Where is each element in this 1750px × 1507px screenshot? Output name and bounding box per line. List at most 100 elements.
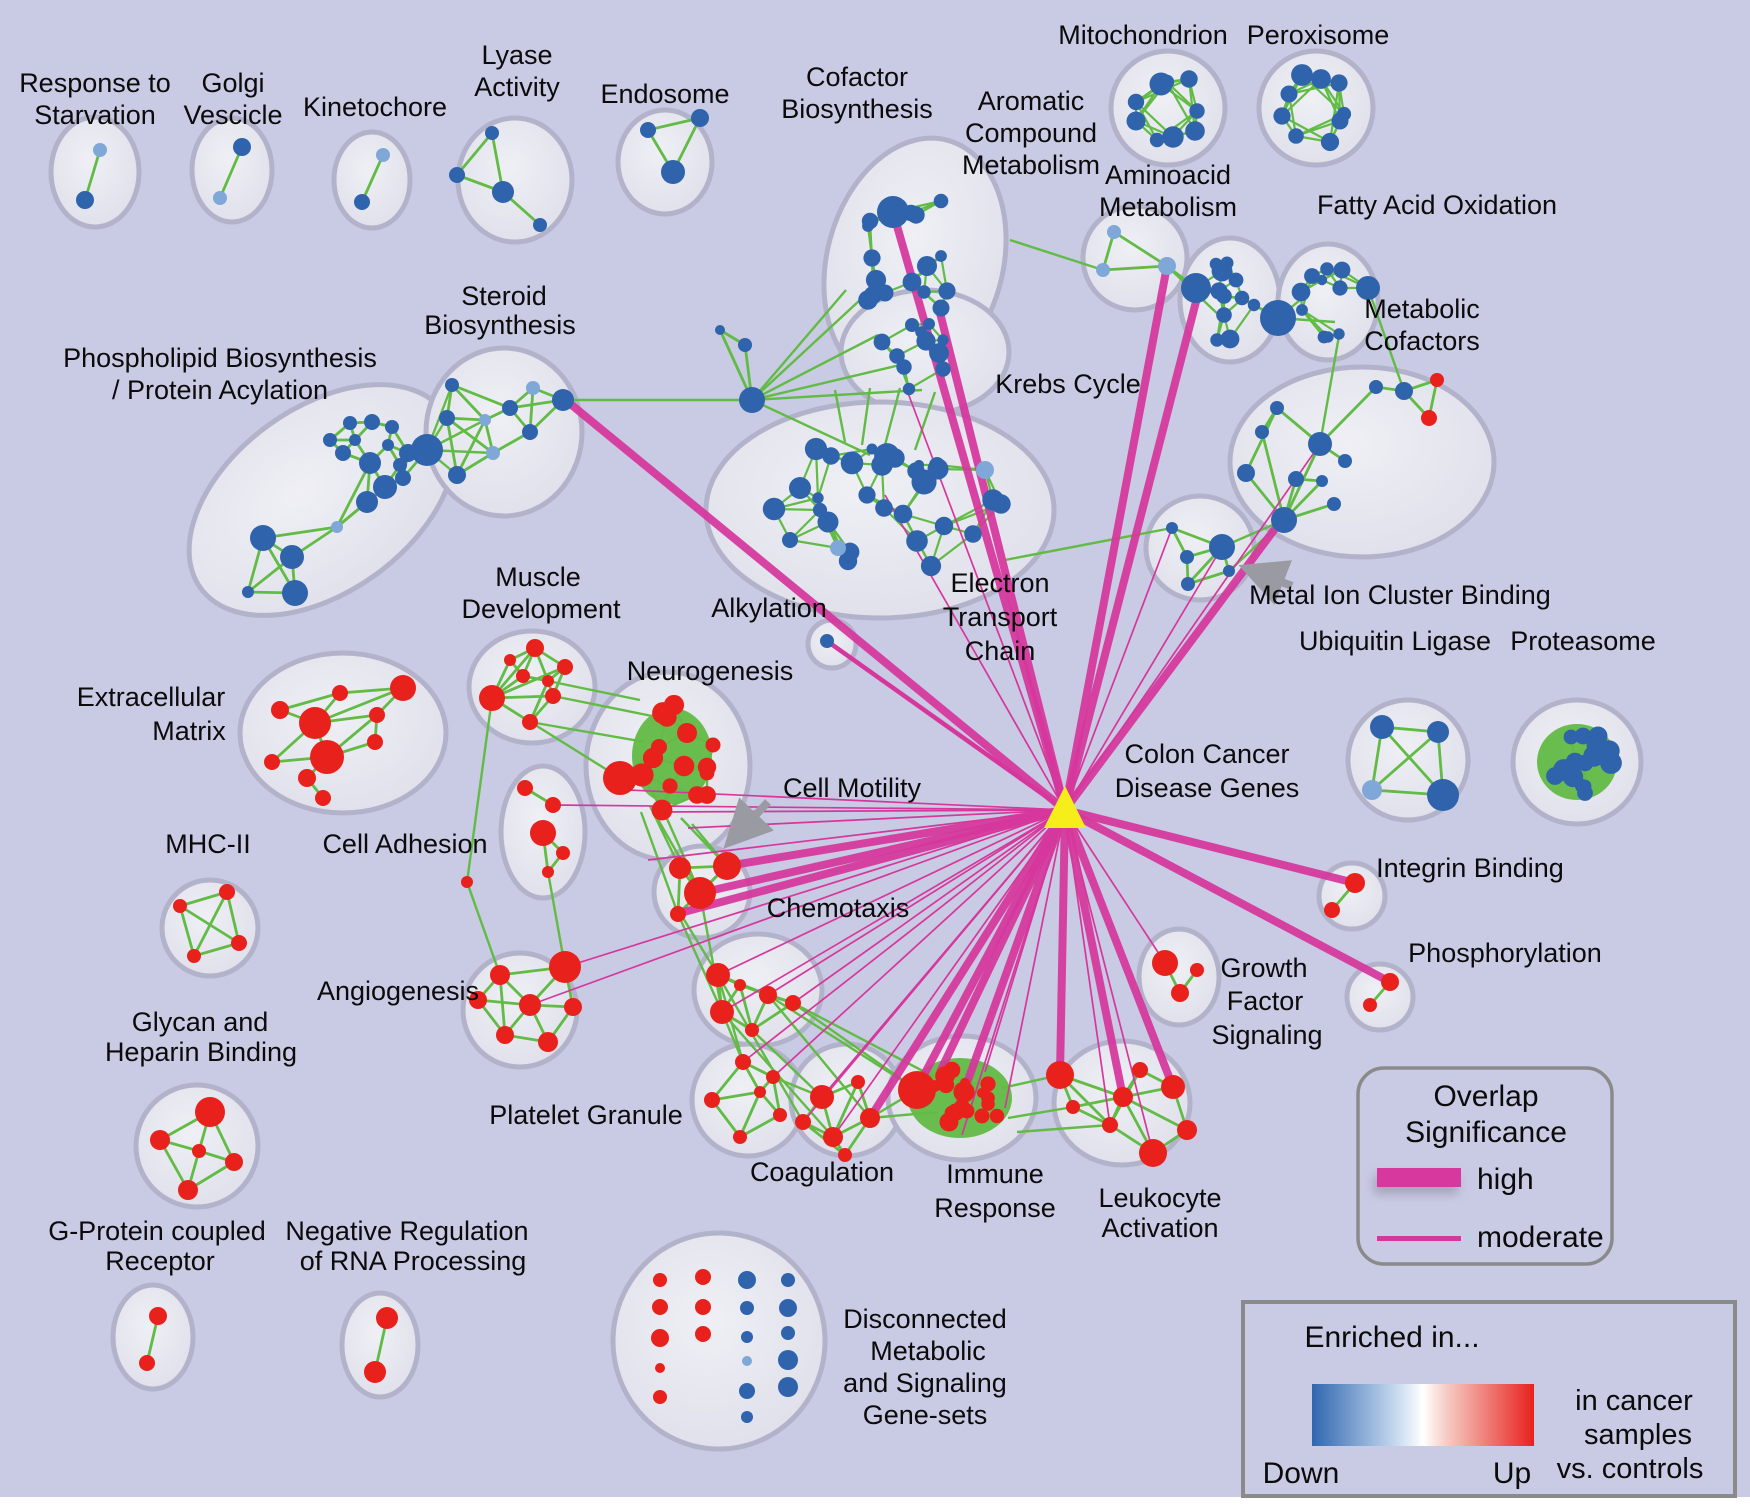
gene-set-node: [875, 499, 893, 517]
gene-set-node: [376, 148, 390, 162]
cluster-label: Integrin Binding: [1376, 853, 1564, 883]
cluster-label: Factor: [1227, 986, 1304, 1016]
enriched-legend-box: [1241, 1300, 1737, 1498]
gene-set-node: [1333, 261, 1351, 279]
gene-set-node: [944, 1105, 960, 1121]
overlap-edge-moderate: [792, 809, 1066, 1004]
gene-set-node: [684, 877, 716, 909]
gene-set-overlap-edge: [498, 974, 507, 1036]
gene-set-node: [1317, 330, 1331, 344]
gene-set-node: [479, 685, 505, 711]
inter-cluster-edge: [751, 289, 847, 401]
gene-set-node: [991, 494, 1011, 514]
gene-set-node: [937, 1076, 955, 1094]
gene-set-node: [662, 778, 678, 794]
gene-set-node: [1316, 475, 1328, 487]
cluster-growth-factor-signaling: [1136, 926, 1222, 1028]
gene-set-overlap-edge: [1122, 1095, 1188, 1132]
gene-set-node: [812, 492, 824, 504]
overlap-edge-moderate: [529, 809, 1066, 1006]
inter-cluster-edge: [465, 881, 502, 976]
cluster-label: Alkylation: [711, 593, 827, 623]
gene-set-node: [1210, 333, 1224, 347]
gene-set-node: [840, 451, 864, 475]
inter-cluster-edge: [529, 720, 646, 744]
cluster-label: Extracellular: [77, 682, 226, 712]
gene-set-node: [741, 1411, 753, 1423]
pointer-arrow-icon: [1238, 560, 1294, 605]
inter-cluster-edge: [792, 1001, 941, 1082]
gene-set-node: [1563, 729, 1579, 745]
gene-set-node: [935, 361, 951, 377]
cluster-label: Immune: [946, 1159, 1044, 1189]
gene-set-node: [1338, 454, 1352, 468]
overlap-edge-moderate: [717, 809, 1066, 976]
gene-set-overlap-edge: [789, 538, 839, 550]
gene-set-node: [139, 1355, 155, 1371]
inter-cluster-edge: [869, 1110, 939, 1120]
gene-set-node: [934, 516, 954, 536]
gene-set-node: [1185, 121, 1205, 141]
gene-set-node: [556, 846, 570, 860]
gene-set-overlap-edge: [491, 665, 566, 700]
gene-set-node: [1132, 1062, 1148, 1078]
overlap-edge-high: [678, 806, 1067, 917]
overlap-edge-moderate: [1004, 809, 1066, 1109]
cluster-label: Lyase: [481, 40, 552, 70]
gene-set-node: [385, 420, 399, 434]
gene-set-node: [603, 761, 637, 795]
gene-set-node: [652, 702, 674, 724]
gene-set-node: [959, 1077, 971, 1089]
cluster-label: Phosphorylation: [1408, 938, 1602, 968]
gene-set-node: [213, 191, 227, 205]
cluster-label: Disconnected: [843, 1304, 1007, 1334]
gene-set-node: [739, 387, 765, 413]
gene-set-node: [734, 979, 746, 991]
cluster-label: Metabolic: [870, 1336, 986, 1366]
gene-set-node: [557, 659, 573, 675]
gene-set-node: [504, 654, 516, 666]
gene-set-node: [953, 1081, 975, 1103]
gene-set-node: [781, 1326, 795, 1340]
gene-set-overlap-edge: [1319, 386, 1377, 445]
cluster-label: Aromatic: [978, 86, 1085, 116]
gene-set-node: [691, 109, 709, 127]
gene-set-node: [1159, 74, 1175, 90]
inter-cluster-edge: [751, 398, 871, 457]
gene-set-node: [738, 338, 752, 352]
gene-set-node: [1190, 963, 1204, 977]
cluster-label: Golgi: [201, 68, 264, 98]
gene-set-node: [715, 325, 725, 335]
gene-set-node: [980, 1076, 996, 1092]
gene-set-node: [1333, 328, 1345, 340]
gene-set-node: [530, 820, 556, 846]
gene-set-node: [393, 458, 407, 472]
gene-set-node: [187, 949, 201, 963]
enriched-legend-note: vs. controls: [1557, 1453, 1704, 1485]
gene-set-node: [893, 504, 913, 524]
enriched-legend-note: samples: [1584, 1419, 1692, 1451]
gene-set-node: [233, 138, 251, 156]
gene-set-node: [838, 1148, 852, 1162]
gene-set-overlap-edge: [738, 1091, 762, 1138]
overlap-edge-high: [936, 808, 1069, 1074]
gene-set-overlap-edge: [1113, 230, 1168, 268]
gene-set-node: [766, 1070, 780, 1084]
gene-set-node: [439, 410, 455, 426]
gene-set-node: [76, 191, 94, 209]
gene-set-node: [876, 284, 894, 302]
cluster-label: Transport: [943, 602, 1058, 632]
inter-cluster-edge: [767, 994, 871, 1119]
inter-cluster-edge: [465, 697, 494, 883]
cluster-label: Metal Ion Cluster Binding: [1249, 580, 1551, 610]
inter-cluster-edge: [1318, 329, 1342, 445]
gene-set-node: [1546, 767, 1564, 785]
gene-set-node: [479, 414, 491, 426]
cluster-disconnected-gene-sets: [610, 1230, 828, 1452]
pointer-arrow-icon: [723, 797, 774, 849]
gene-set-node: [902, 382, 916, 396]
gene-set-node: [271, 701, 289, 719]
gene-set-overlap-edge: [1371, 730, 1439, 792]
